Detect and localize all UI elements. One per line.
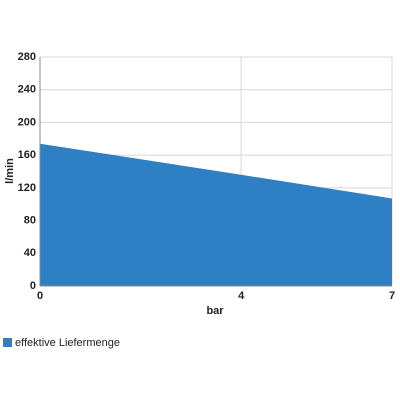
x-tick-label: 4 bbox=[238, 290, 245, 302]
y-tick-label: 280 bbox=[18, 51, 36, 63]
y-axis-label: l/min bbox=[4, 158, 16, 184]
y-tick-label: 80 bbox=[24, 214, 36, 226]
area bbox=[40, 143, 392, 286]
legend-label: effektive Liefermenge bbox=[15, 337, 120, 349]
y-tick-label: 160 bbox=[18, 149, 36, 161]
legend-swatch bbox=[3, 338, 12, 347]
y-tick-label: 120 bbox=[18, 182, 36, 194]
y-tick-label: 200 bbox=[18, 116, 36, 128]
y-tick-label: 240 bbox=[18, 84, 36, 96]
x-tick-label: 7 bbox=[389, 290, 395, 302]
x-tick-label: 0 bbox=[37, 290, 43, 302]
x-axis-label: bar bbox=[206, 305, 224, 317]
y-tick-label: 0 bbox=[30, 280, 36, 292]
y-tick-label: 40 bbox=[24, 247, 36, 259]
